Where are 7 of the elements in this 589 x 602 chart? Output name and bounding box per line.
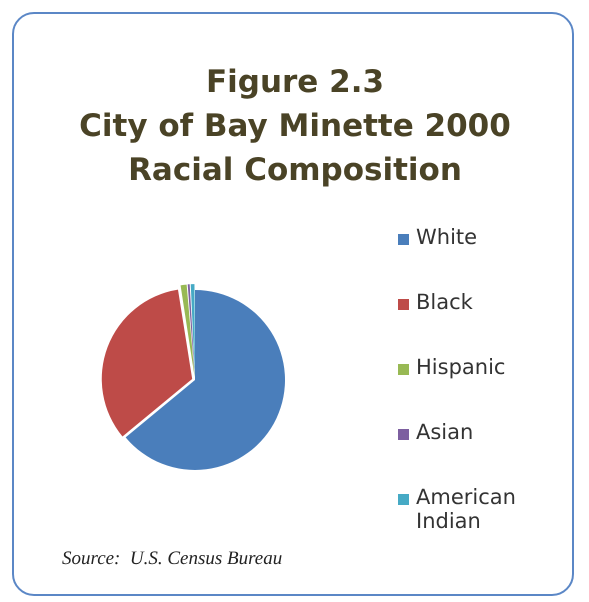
legend-label: American Indian: [416, 485, 517, 533]
legend-label: Hispanic: [416, 355, 506, 379]
legend-label: Black: [416, 290, 473, 314]
legend-label: Asian: [416, 420, 474, 444]
chart-title: Figure 2.3 City of Bay Minette 2000 Racial Composition: [78, 63, 512, 190]
source-note: Source: U.S. Census Bureau: [62, 548, 282, 570]
legend-label: White: [416, 225, 478, 249]
